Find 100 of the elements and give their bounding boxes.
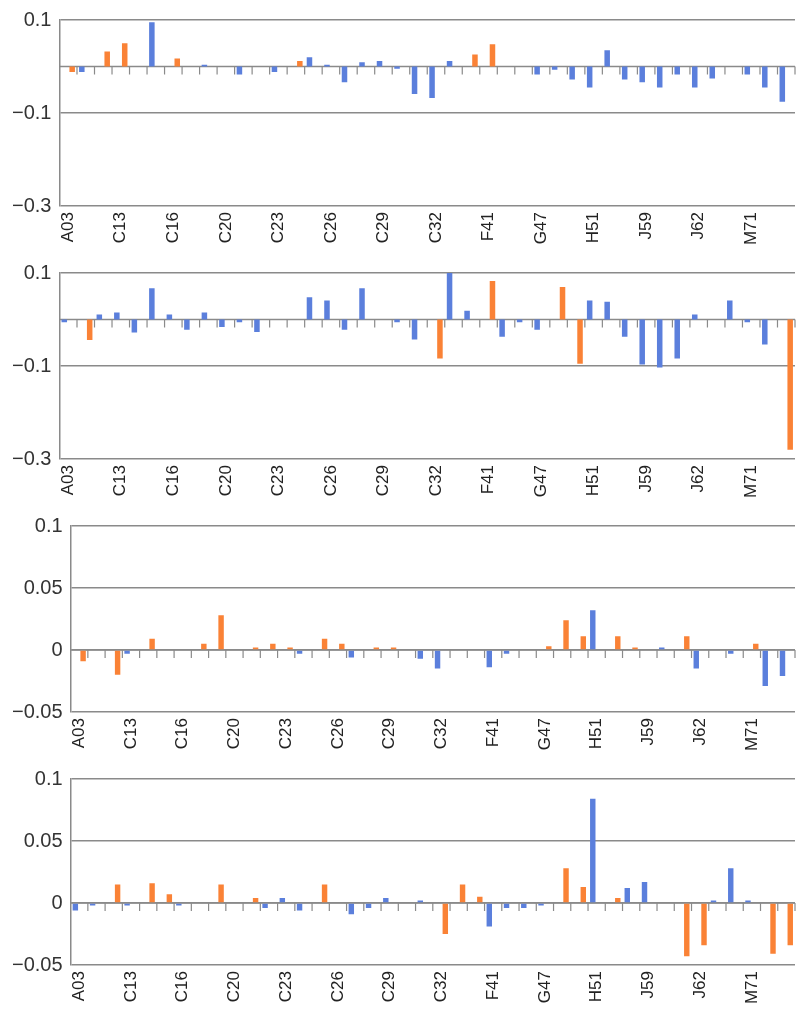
x-tick-label: J59 (635, 212, 655, 240)
bar (96, 314, 103, 320)
bar (121, 43, 128, 67)
bar (521, 903, 527, 908)
bar (114, 884, 121, 903)
bar (569, 66, 575, 80)
bar (684, 636, 690, 650)
x-tick-label: J62 (688, 212, 708, 240)
bar (166, 894, 173, 903)
bar (709, 66, 716, 79)
bar (339, 643, 345, 650)
bar (80, 650, 86, 662)
bar (270, 643, 276, 650)
bar (296, 650, 303, 654)
y-tick-label: 0.1 (23, 260, 52, 283)
bar (472, 54, 478, 67)
bar (728, 650, 734, 654)
x-tick-label: C32 (425, 465, 445, 497)
bar (149, 638, 155, 650)
bar (324, 300, 330, 320)
bar (149, 22, 155, 67)
bar (693, 650, 699, 669)
bar (437, 319, 443, 359)
x-tick-label: H51 (583, 212, 603, 244)
bar (684, 903, 690, 957)
bar (762, 66, 768, 88)
bar (394, 66, 400, 69)
y-tick-label: 0.05 (23, 828, 63, 851)
bar (489, 44, 496, 67)
x-tick-label: A03 (57, 212, 77, 243)
x-tick-label: C23 (268, 465, 288, 497)
bar (779, 66, 786, 102)
x-tick-label: M71 (741, 971, 761, 1005)
bar (559, 286, 566, 320)
x-tick-label: G47 (530, 212, 550, 245)
bar (442, 903, 449, 934)
bar (563, 620, 569, 650)
bar (446, 273, 453, 320)
x-tick-label: C13 (120, 971, 140, 1003)
x-tick-label: C23 (268, 212, 288, 244)
bar (446, 60, 453, 67)
x-tick-label: A03 (57, 465, 77, 496)
x-tick-label: C26 (327, 971, 347, 1003)
bar (166, 314, 173, 320)
x-tick-label: G47 (530, 465, 550, 498)
bar (477, 896, 483, 903)
bar (464, 310, 470, 320)
x-tick-label: C32 (431, 971, 451, 1003)
x-tick-label: C26 (327, 718, 347, 750)
bar (306, 297, 313, 320)
x-tick-label: C16 (163, 212, 182, 244)
bar (489, 280, 496, 320)
y-tick-label: 0.1 (34, 513, 63, 536)
x-tick-label: C13 (110, 465, 130, 497)
bar (534, 319, 540, 330)
bar (184, 319, 190, 330)
bar (486, 903, 493, 927)
x-tick-label: C13 (110, 212, 130, 244)
bar (674, 66, 680, 75)
bar (586, 300, 593, 320)
x-tick-label: C16 (172, 971, 192, 1003)
x-tick-label: C16 (163, 465, 182, 497)
x-tick-label: C26 (320, 465, 340, 497)
bar (762, 650, 768, 686)
x-tick-label: C29 (379, 971, 399, 1003)
x-tick-label: J62 (688, 465, 708, 493)
y-tick-label: −0.05 (12, 699, 63, 722)
bar (434, 650, 441, 669)
bar (359, 288, 365, 320)
bar (201, 312, 208, 320)
bar (534, 66, 540, 75)
y-tick-label: −0.1 (12, 100, 52, 123)
bar (641, 881, 648, 903)
x-tick-label: C32 (431, 718, 451, 750)
bar (174, 58, 181, 67)
bar (297, 60, 303, 67)
y-tick-label: 0 (51, 890, 63, 913)
bar (201, 643, 207, 650)
bar (69, 66, 75, 73)
x-tick-label: H51 (586, 971, 606, 1003)
bar (787, 903, 793, 946)
bar (429, 66, 435, 99)
x-tick-label: C20 (215, 212, 235, 244)
bar (674, 319, 680, 359)
bar (621, 66, 628, 80)
bar (218, 615, 224, 650)
bar (563, 868, 569, 903)
x-tick-label: A03 (68, 971, 88, 1002)
x-tick-label: C16 (172, 718, 192, 750)
x-tick-label: C29 (379, 718, 399, 750)
bar (787, 319, 793, 450)
bar (131, 319, 138, 333)
x-tick-label: H51 (583, 465, 603, 497)
x-tick-label: M71 (740, 465, 760, 499)
x-tick-label: J59 (638, 718, 658, 746)
x-tick-label: C20 (224, 971, 244, 1003)
bar (639, 319, 645, 365)
x-tick-label: M71 (741, 718, 761, 752)
bar (577, 319, 583, 364)
bar (580, 636, 586, 650)
